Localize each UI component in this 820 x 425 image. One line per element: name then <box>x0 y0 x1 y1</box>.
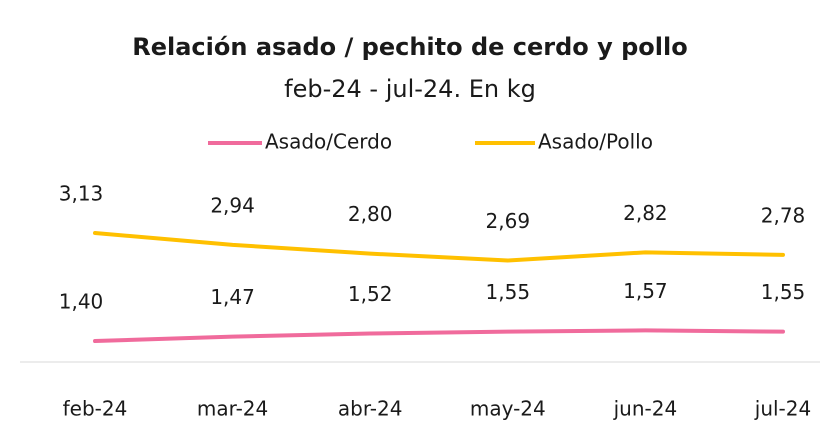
data-label: 2,94 <box>210 193 255 217</box>
chart-subtitle: feb-24 - jul-24. En kg <box>284 75 536 103</box>
data-label: 2,80 <box>348 202 393 226</box>
data-label: 1,47 <box>210 285 255 309</box>
series-line <box>93 231 785 263</box>
data-label: 1,55 <box>486 280 531 304</box>
x-tick-label: abr-24 <box>338 397 403 421</box>
x-tick-label: jun-24 <box>613 397 678 421</box>
x-tick-label: mar-24 <box>197 397 268 421</box>
x-tick-label: feb-24 <box>63 397 128 421</box>
data-label: 1,52 <box>348 282 393 306</box>
data-label: 2,78 <box>761 203 806 227</box>
data-label: 2,69 <box>486 209 531 233</box>
x-tick-label: jul-24 <box>754 397 811 421</box>
data-label: 1,40 <box>59 290 104 314</box>
data-label: 2,82 <box>623 201 668 225</box>
x-tick-label: may-24 <box>470 397 546 421</box>
chart-title: Relación asado / pechito de cerdo y poll… <box>132 33 687 61</box>
legend-label: Asado/Cerdo <box>265 130 392 154</box>
data-label: 1,57 <box>623 279 668 303</box>
series-line <box>93 328 785 343</box>
data-label: 1,55 <box>761 280 806 304</box>
data-label: 3,13 <box>59 182 104 206</box>
legend-label: Asado/Pollo <box>538 130 653 154</box>
